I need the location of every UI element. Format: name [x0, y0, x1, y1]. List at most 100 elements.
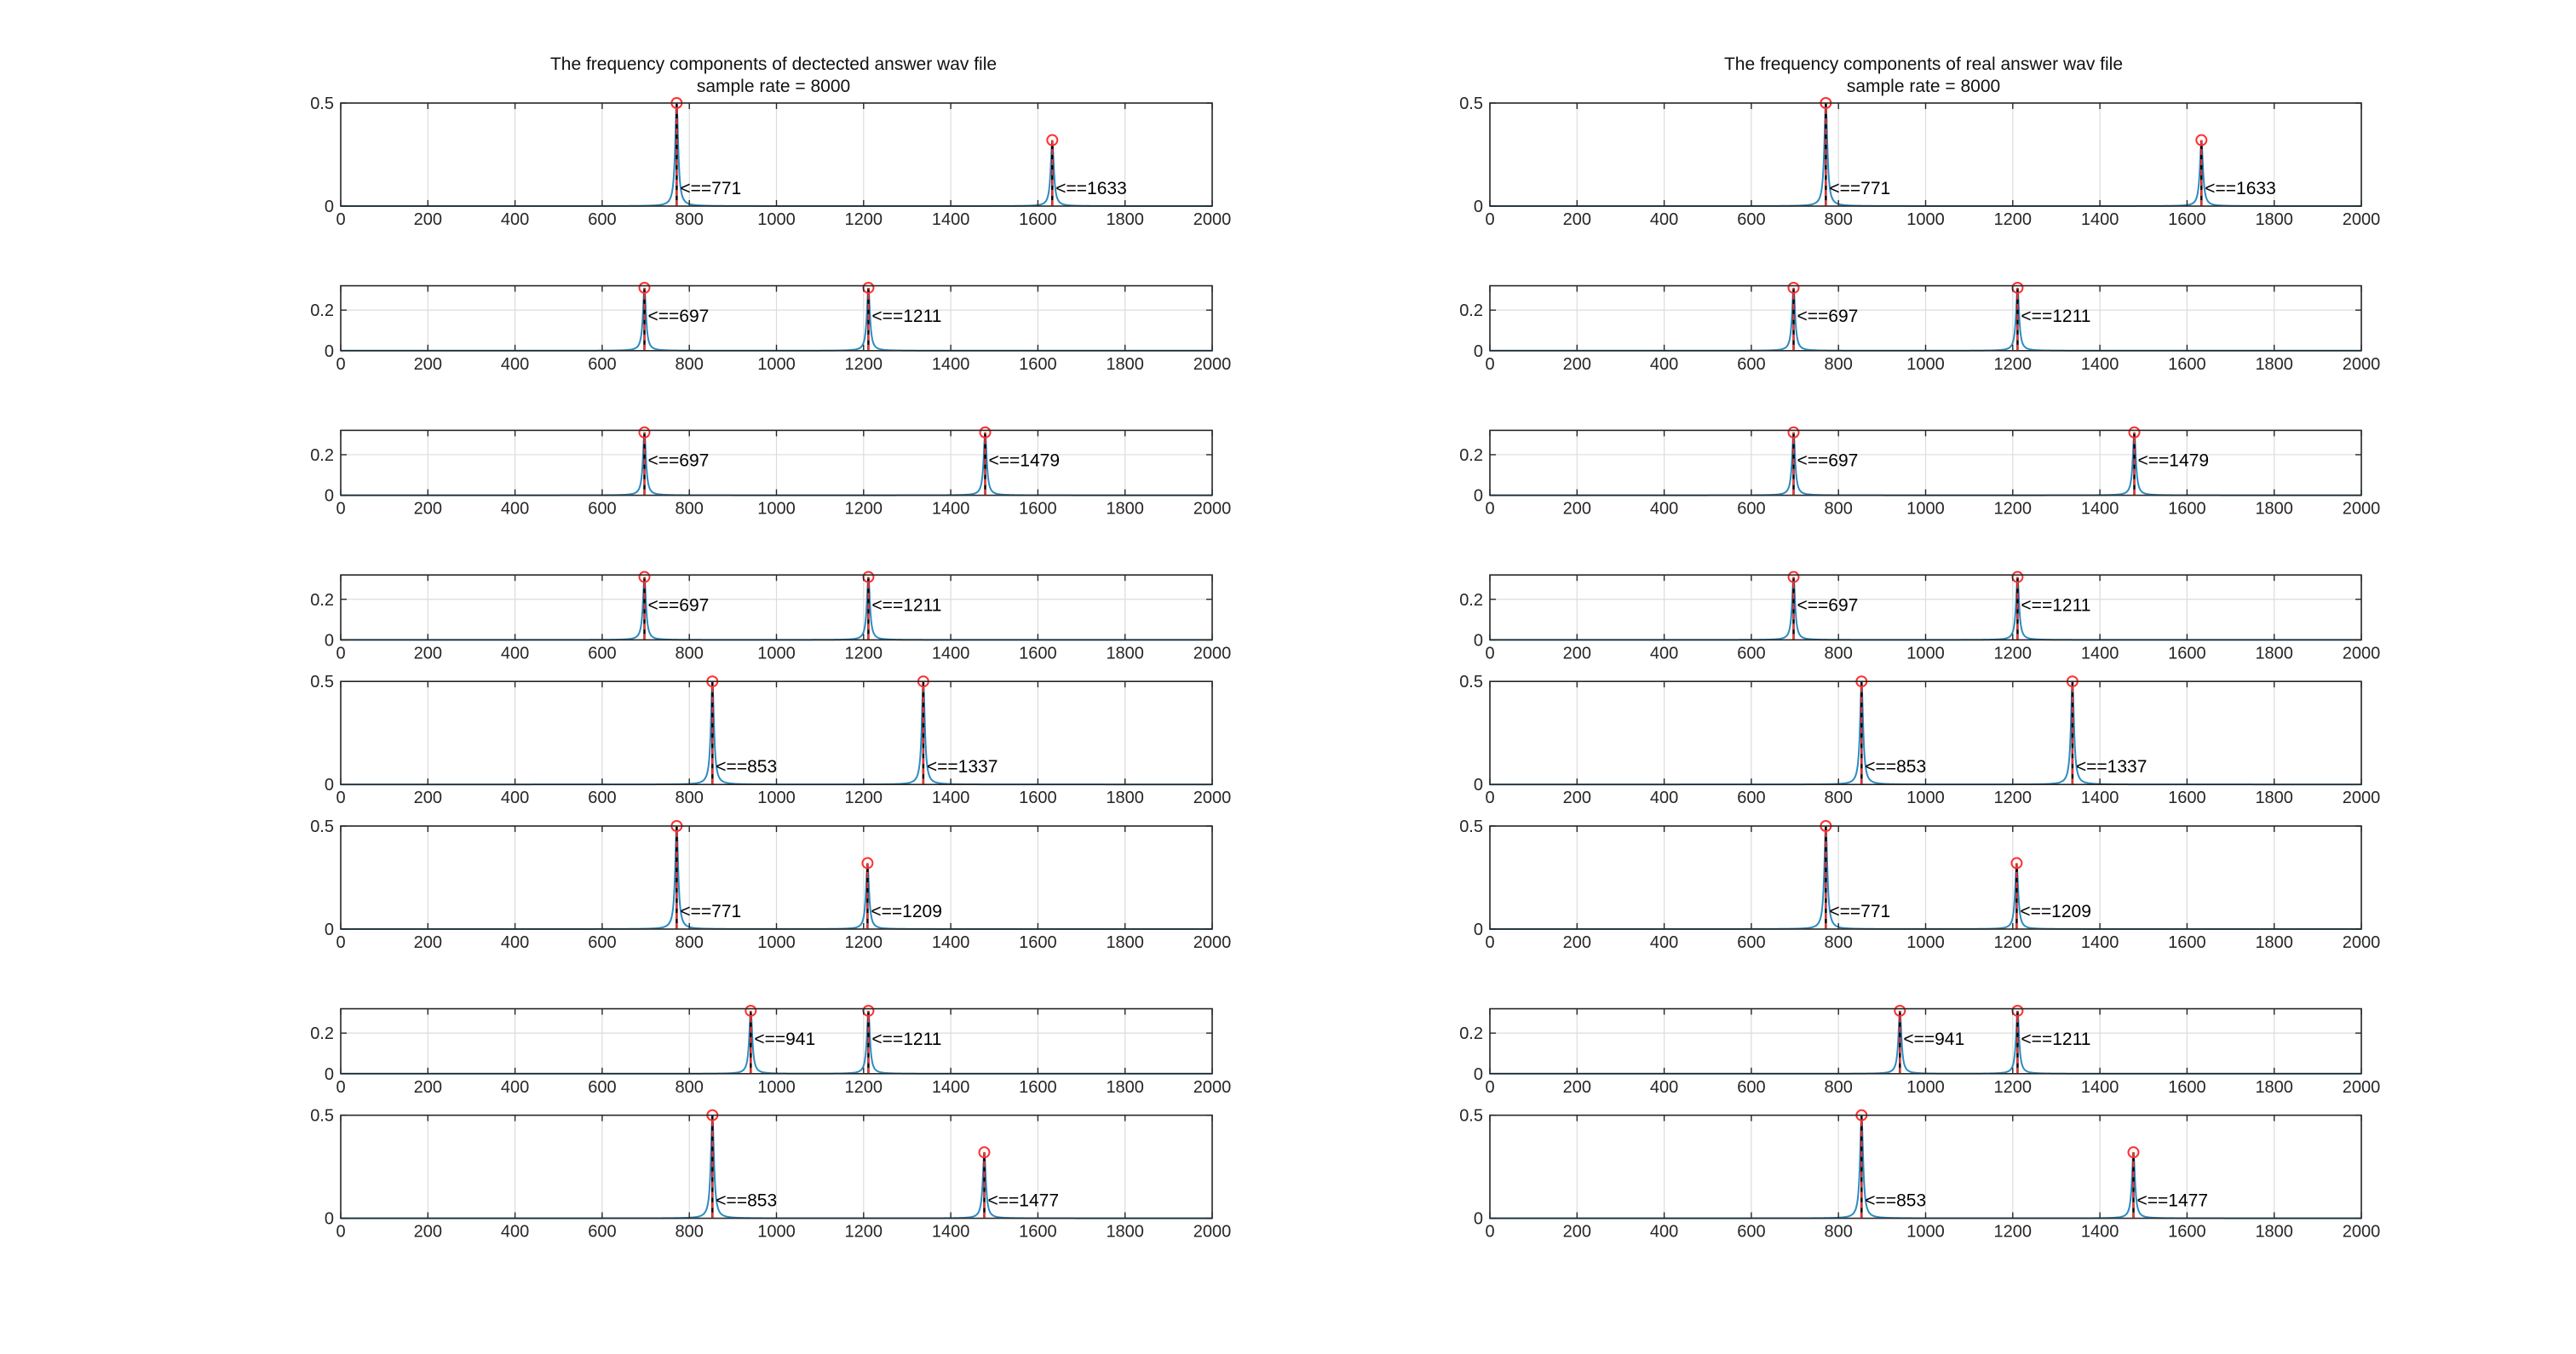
peak-marker: [2195, 134, 2208, 146]
real-panel-6: <==771 <==1209 0 200 400 600 800 1000 1200 1400 16…: [1459, 818, 2380, 952]
x-tick-label: 1400: [2081, 210, 2119, 229]
peak-label: <==1211: [2021, 307, 2090, 326]
x-tick-label: 1200: [845, 355, 883, 374]
y-tick-label: 0.5: [310, 95, 334, 113]
x-tick-label: 1400: [2081, 933, 2119, 952]
x-tick-label: 2000: [1193, 1223, 1232, 1242]
x-tick-label: 1400: [932, 1078, 970, 1097]
peak-label: <==1337: [2076, 757, 2148, 777]
x-tick-label: 600: [1737, 789, 1765, 807]
peak-label: <==1209: [2020, 902, 2091, 921]
x-tick-label: 1800: [1106, 789, 1144, 807]
peak-label: <==853: [716, 1191, 777, 1211]
x-tick-label: 1000: [757, 644, 796, 663]
peak-label: <==1479: [2138, 451, 2210, 471]
x-tick-label: 200: [414, 644, 442, 663]
x-tick-label: 200: [414, 355, 442, 374]
x-tick-label: 400: [1650, 933, 1678, 952]
detected-chart-title-line-1: The frequency components of dectected an…: [550, 55, 997, 74]
x-tick-label: 1600: [2168, 355, 2206, 374]
y-tick-label: 0.5: [1459, 95, 1483, 113]
real-chart-title-line-2: sample rate = 8000: [1847, 77, 2000, 96]
detected-panel-2: <==697 <==1211 0 200 400 600 800 1000 1200 1400 16…: [310, 281, 1232, 374]
peak-label: <==1477: [2136, 1191, 2208, 1211]
x-tick-label: 2000: [1193, 355, 1232, 374]
x-tick-label: 2000: [1193, 644, 1232, 663]
y-tick-label: 0.2: [1459, 591, 1483, 610]
x-tick-label: 2000: [2343, 644, 2381, 663]
peak-label: <==697: [648, 451, 710, 471]
peak-label: <==1211: [871, 595, 941, 615]
x-tick-label: 400: [1650, 210, 1678, 229]
detected-panel-8: <==853 <==1477 0 200 400 600 800 1000 1200 1400 16…: [310, 1107, 1231, 1242]
x-tick-label: 0: [336, 1223, 345, 1242]
detected-panel-3: <==697 <==1479 0 200 400 600 800 1000 1200 1400 16…: [310, 426, 1231, 519]
x-tick-label: 1000: [1906, 210, 1945, 229]
x-tick-label: 600: [588, 644, 616, 663]
x-tick-label: 1400: [2081, 355, 2119, 374]
y-tick-label: 0: [325, 921, 334, 939]
x-tick-label: 800: [676, 355, 704, 374]
x-tick-label: 400: [501, 789, 529, 807]
x-tick-label: 400: [501, 1078, 529, 1097]
x-tick-label: 0: [336, 355, 345, 374]
x-tick-label: 1400: [932, 355, 970, 374]
y-tick-label: 0: [1474, 921, 1483, 939]
x-tick-label: 1800: [1106, 1078, 1144, 1097]
x-tick-label: 800: [676, 644, 704, 663]
peak-marker: [1787, 426, 1800, 439]
x-tick-label: 400: [1650, 789, 1678, 807]
x-tick-label: 400: [501, 210, 529, 229]
x-tick-label: 200: [414, 1223, 442, 1242]
peak-label: <==941: [754, 1030, 815, 1049]
x-tick-label: 0: [336, 644, 345, 663]
y-tick-label: 0.2: [1459, 446, 1483, 465]
x-tick-label: 800: [1825, 933, 1853, 952]
detected-panel-1: <==771 <==1633 0 200 400 600 800 1000 1200 1400 16…: [310, 95, 1231, 229]
peak-label: <==697: [1797, 451, 1859, 471]
x-tick-label: 1800: [2255, 355, 2293, 374]
x-tick-label: 1600: [1019, 1223, 1057, 1242]
peak-label: <==853: [1865, 757, 1926, 777]
peak-marker: [979, 426, 992, 439]
x-tick-label: 400: [501, 644, 529, 663]
x-tick-label: 0: [1485, 933, 1494, 952]
y-tick-label: 0.5: [1459, 673, 1483, 691]
x-tick-label: 2000: [2343, 500, 2381, 519]
x-tick-label: 0: [1485, 644, 1494, 663]
x-tick-label: 400: [1650, 1223, 1678, 1242]
x-tick-label: 400: [1650, 1078, 1678, 1097]
peak-label: <==697: [1797, 595, 1859, 615]
x-tick-label: 800: [1825, 355, 1853, 374]
peak-label: <==771: [1829, 179, 1890, 198]
x-tick-label: 600: [588, 355, 616, 374]
y-tick-label: 0.2: [1459, 1024, 1483, 1043]
x-tick-label: 1800: [1106, 210, 1144, 229]
y-tick-label: 0.5: [310, 818, 334, 836]
peak-label: <==853: [1865, 1191, 1926, 1211]
x-tick-label: 600: [588, 1223, 616, 1242]
x-tick-label: 0: [336, 933, 345, 952]
x-tick-label: 2000: [1193, 789, 1232, 807]
x-tick-label: 1600: [2168, 933, 2206, 952]
x-tick-label: 1200: [1994, 210, 2033, 229]
x-tick-label: 400: [501, 933, 529, 952]
peak-marker: [1894, 1004, 1906, 1017]
x-tick-label: 1600: [1019, 210, 1057, 229]
x-tick-label: 800: [676, 500, 704, 519]
peak-marker: [1787, 281, 1800, 294]
real-panel-1: <==771 <==1633 0 200 400 600 800 1000 1200 1400 16…: [1459, 95, 2380, 229]
x-tick-label: 1000: [757, 1078, 796, 1097]
x-tick-label: 1000: [1906, 500, 1945, 519]
x-tick-label: 1600: [1019, 1078, 1057, 1097]
x-tick-label: 0: [336, 1078, 345, 1097]
x-tick-label: 1000: [1906, 1078, 1945, 1097]
x-tick-label: 1400: [932, 789, 970, 807]
x-tick-label: 1600: [2168, 1223, 2206, 1242]
x-tick-label: 800: [1825, 1078, 1853, 1097]
y-tick-label: 0.2: [1459, 301, 1483, 320]
real-panel-2: <==697 <==1211 0 200 400 600 800 1000 1200 1400 16…: [1459, 281, 2380, 374]
peak-label: <==1211: [2021, 595, 2090, 615]
x-tick-label: 0: [1485, 355, 1494, 374]
